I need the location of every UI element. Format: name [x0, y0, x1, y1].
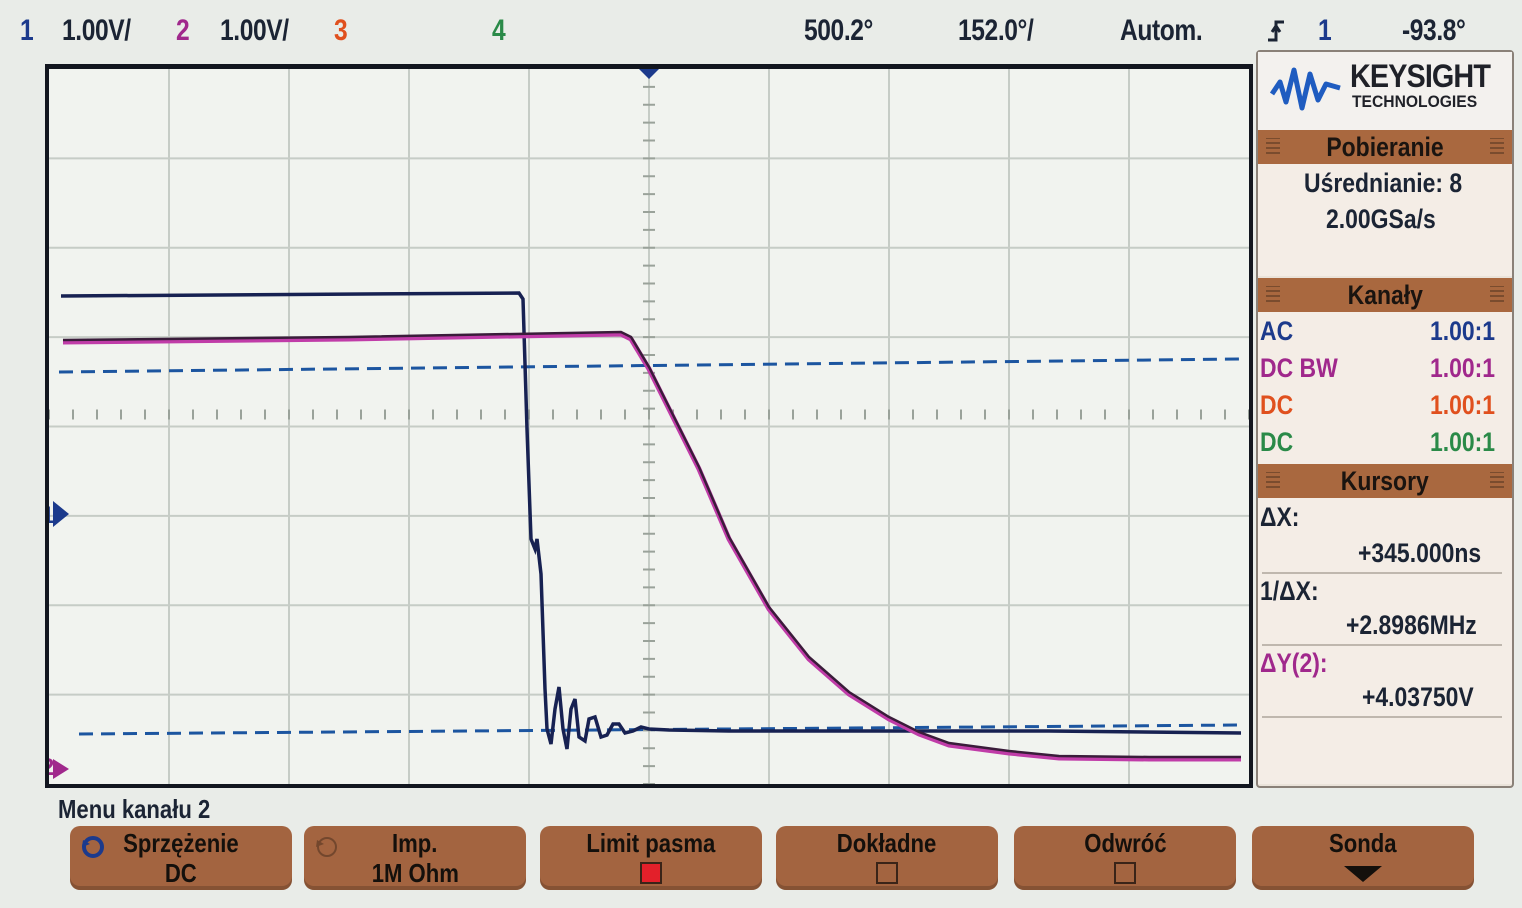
- cursors-body: ΔX: +345.000ns 1/ΔX: +2.8986MHz ΔY(2): +…: [1258, 498, 1512, 784]
- ch4-number[interactable]: 4: [492, 14, 506, 47]
- status-bar: 1 1.00V/ 2 1.00V/ 3 4 500.2° 152.0°/ Aut…: [0, 0, 1522, 64]
- waveform-graticule: 1 2: [49, 69, 1249, 784]
- ch1-number[interactable]: 1: [20, 14, 34, 47]
- softkey-coupling-label: Sprzężenie: [123, 828, 239, 858]
- softkey-fine[interactable]: Dokładne: [776, 826, 998, 890]
- softkey-impedance[interactable]: Imp. 1M Ohm: [304, 826, 526, 890]
- ch2-coupling: DC BW: [1260, 353, 1338, 383]
- ch1-scale[interactable]: 1.00V/: [62, 14, 131, 47]
- grip-icon: [1490, 286, 1504, 302]
- sample-rate-value: 2.00GSa/s: [1326, 204, 1436, 234]
- fine-checkbox[interactable]: [876, 862, 898, 884]
- ch4-probe: 1.00:1: [1430, 427, 1496, 457]
- acquisition-header: Pobieranie: [1258, 130, 1512, 164]
- ch4-coupling: DC: [1260, 427, 1294, 457]
- cursors-header: Kursory: [1258, 464, 1512, 498]
- ch1-marker-label: 1: [49, 502, 54, 529]
- brand-name: KEYSIGHT: [1350, 58, 1491, 94]
- grip-icon: [1266, 472, 1280, 488]
- grip-icon: [1266, 138, 1280, 154]
- cycle-icon: [316, 837, 337, 857]
- delta-x-label: ΔX:: [1260, 502, 1300, 532]
- inverse-delta-x-value: +2.8986MHz: [1346, 610, 1477, 640]
- side-panel: KEYSIGHT TECHNOLOGIES Pobieranie Uśredni…: [1256, 50, 1514, 788]
- invert-checkbox[interactable]: [1114, 862, 1136, 884]
- ch1-probe: 1.00:1: [1430, 316, 1496, 346]
- softkey-bandwidth-limit-label: Limit pasma: [586, 828, 716, 858]
- softkey-impedance-label: Imp.: [392, 828, 438, 858]
- ch2-ground-marker[interactable]: 2: [49, 754, 69, 781]
- trigger-source[interactable]: 1: [1318, 14, 1332, 47]
- ch1-coupling: AC: [1260, 316, 1294, 346]
- waveform-display[interactable]: 1 2: [45, 64, 1253, 788]
- cursors-title: Kursory: [1340, 466, 1430, 496]
- delta-x-value: +345.000ns: [1358, 538, 1482, 568]
- time-scale[interactable]: 152.0°/: [958, 14, 1034, 47]
- softkey-impedance-value: 1M Ohm: [371, 858, 459, 888]
- trigger-mode[interactable]: Autom.: [1120, 14, 1203, 47]
- time-position[interactable]: 500.2°: [804, 14, 873, 47]
- cycle-icon: [82, 836, 104, 858]
- ch1-ground-marker[interactable]: 1: [49, 501, 69, 529]
- softkey-fine-label: Dokładne: [837, 828, 937, 858]
- delta-y-label: ΔY(2):: [1260, 648, 1328, 678]
- inverse-delta-x-label: 1/ΔX:: [1260, 576, 1319, 606]
- grip-icon: [1490, 472, 1504, 488]
- ch3-probe: 1.00:1: [1430, 390, 1496, 420]
- acquisition-title: Pobieranie: [1326, 132, 1444, 162]
- divider: [1262, 644, 1502, 646]
- softkey-invert-label: Odwróć: [1083, 828, 1167, 858]
- channels-title: Kanały: [1347, 280, 1423, 310]
- averaging-value: Uśrednianie: 8: [1304, 168, 1463, 198]
- grip-icon: [1490, 138, 1504, 154]
- divider: [1262, 716, 1502, 718]
- softkey-coupling[interactable]: Sprzężenie DC: [70, 826, 292, 890]
- channels-header: Kanały: [1258, 278, 1512, 312]
- bandwidth-limit-checkbox[interactable]: [640, 862, 662, 884]
- softkey-invert[interactable]: Odwróć: [1014, 826, 1236, 890]
- brand-logo: KEYSIGHT TECHNOLOGIES: [1258, 52, 1512, 130]
- menu-title: Menu kanału 2: [58, 794, 211, 824]
- acquisition-body: Uśrednianie: 8 2.00GSa/s: [1258, 164, 1512, 276]
- ch3-coupling: DC: [1260, 390, 1294, 420]
- ch2-trace: [62, 330, 1241, 759]
- arrow-down-icon: [1344, 866, 1382, 882]
- keysight-wave-icon: [1270, 67, 1341, 111]
- trigger-level[interactable]: -93.8°: [1402, 14, 1466, 47]
- grip-icon: [1266, 286, 1280, 302]
- ch2-number[interactable]: 2: [176, 14, 190, 47]
- divider: [1262, 572, 1502, 574]
- softkey-bandwidth-limit[interactable]: Limit pasma: [540, 826, 762, 890]
- ch2-probe: 1.00:1: [1430, 353, 1496, 383]
- brand-subtitle: TECHNOLOGIES: [1352, 92, 1478, 111]
- softkey-coupling-value: DC: [165, 858, 197, 888]
- ch1-trace: [60, 291, 1242, 750]
- softkey-probe-label: Sonda: [1329, 828, 1397, 858]
- ch3-number[interactable]: 3: [334, 14, 348, 47]
- ch2-scale[interactable]: 1.00V/: [220, 14, 289, 47]
- delta-y-value: +4.03750V: [1362, 682, 1474, 712]
- ch2-marker-label: 2: [49, 754, 54, 781]
- trigger-edge-icon: [1268, 20, 1284, 42]
- channels-body: AC 1.00:1 DC BW 1.00:1 DC 1.00:1 DC 1.00…: [1258, 312, 1512, 464]
- softkey-probe[interactable]: Sonda: [1252, 826, 1474, 890]
- trigger-position-marker[interactable]: [639, 69, 659, 79]
